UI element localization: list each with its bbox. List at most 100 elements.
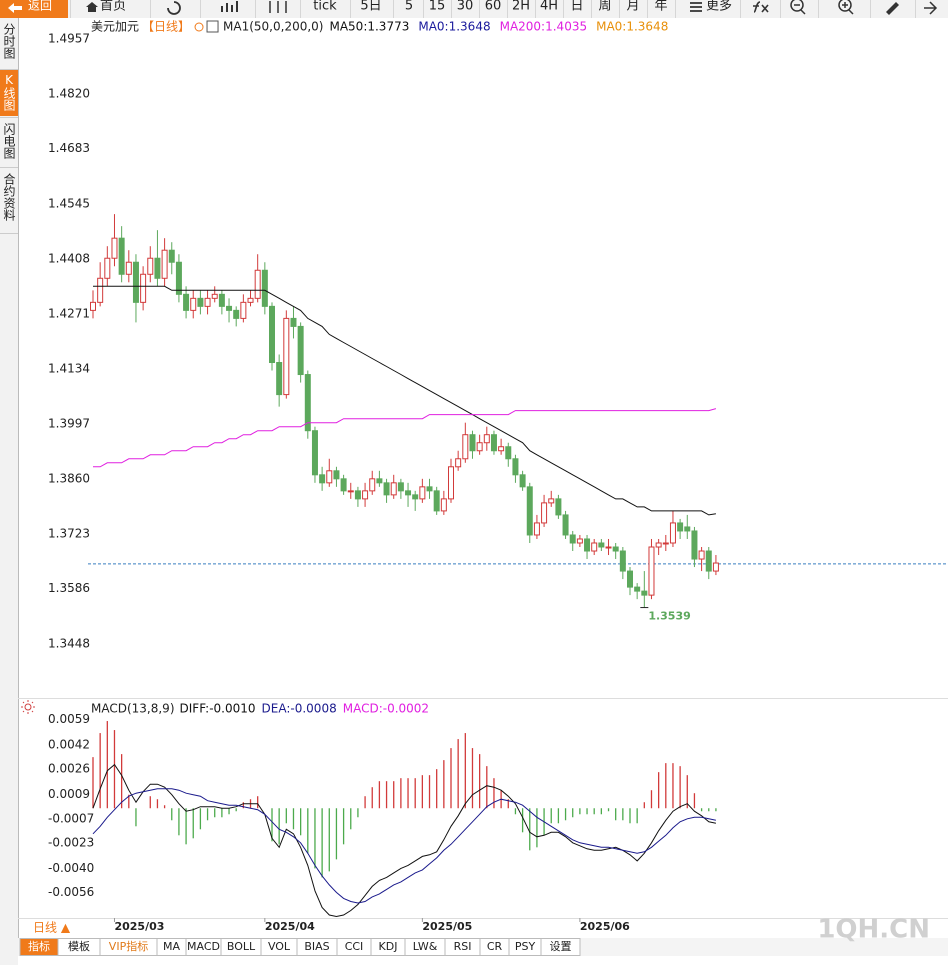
toolbar-item[interactable]: 60 bbox=[485, 0, 502, 14]
toolbar-item[interactable]: 日 bbox=[570, 0, 583, 14]
candle-body bbox=[97, 277, 104, 303]
candle-body bbox=[218, 293, 225, 307]
toolbar-item[interactable]: 更多 bbox=[706, 0, 732, 14]
zoom-out-icon[interactable] bbox=[790, 0, 804, 12]
pen-icon[interactable] bbox=[886, 2, 899, 15]
indicator-tab-label[interactable]: 模板 bbox=[68, 939, 90, 953]
candle-body bbox=[455, 458, 462, 468]
x-tick-label: 2025/05 bbox=[422, 920, 472, 933]
indicator-tab-label[interactable]: KDJ bbox=[379, 940, 398, 953]
toolbar-item[interactable]: 周 bbox=[598, 0, 611, 14]
back-label[interactable]: 返回 bbox=[28, 0, 52, 13]
indicator-tab-label[interactable]: CCI bbox=[345, 940, 364, 953]
side-tab[interactable]: 合约资料 bbox=[2, 172, 16, 221]
candle-body bbox=[684, 526, 691, 532]
candle-body bbox=[132, 261, 139, 303]
candle-body bbox=[326, 470, 333, 484]
candle-body bbox=[283, 317, 290, 396]
fx-icon[interactable] bbox=[753, 1, 769, 13]
indicator-tab-label[interactable]: LW& bbox=[413, 940, 438, 953]
toolbar-item[interactable]: 年 bbox=[654, 0, 667, 14]
legend-entry: MA200:1.4035 bbox=[500, 20, 588, 34]
back-button[interactable] bbox=[0, 0, 68, 18]
toolbar-item[interactable]: 5 bbox=[405, 0, 413, 14]
candle-body bbox=[311, 430, 318, 476]
candle-body bbox=[147, 257, 154, 275]
candle-body bbox=[634, 586, 641, 592]
candle-body bbox=[476, 442, 483, 452]
candle-body bbox=[419, 486, 426, 500]
y-tick-label: 1.4683 bbox=[48, 141, 90, 155]
y-tick-label: 0.0059 bbox=[48, 712, 90, 726]
candle-body bbox=[90, 301, 96, 311]
candle-body bbox=[627, 570, 633, 588]
indicator-tab-label[interactable]: MA bbox=[163, 940, 180, 953]
side-tab[interactable]: 闪电图 bbox=[2, 123, 16, 159]
ma-line bbox=[93, 408, 717, 468]
indicator-tab-label[interactable]: VOL bbox=[268, 940, 291, 953]
candle-body bbox=[362, 490, 369, 500]
settings-icon[interactable] bbox=[194, 22, 204, 32]
candle-body bbox=[576, 538, 583, 544]
toolbar-item[interactable]: 首页 bbox=[100, 0, 126, 14]
zoom-in-icon[interactable] bbox=[838, 0, 852, 12]
candle-body bbox=[340, 478, 347, 492]
refresh-icon[interactable] bbox=[167, 1, 181, 15]
candle-body bbox=[297, 325, 304, 376]
toolbar-item[interactable]: tick bbox=[313, 0, 337, 14]
x-tick-label: 2025/06 bbox=[580, 920, 630, 933]
candle-body bbox=[548, 498, 555, 504]
y-tick-label: 0.0009 bbox=[48, 787, 90, 801]
y-tick-label: 1.4408 bbox=[48, 252, 90, 266]
indicator-tab-label[interactable]: VIP指标 bbox=[109, 939, 148, 953]
y-tick-label: 0.0042 bbox=[48, 738, 90, 752]
toolbar-item[interactable]: 4H bbox=[540, 0, 558, 14]
macd-icon bbox=[21, 700, 35, 714]
candle-body bbox=[591, 542, 598, 552]
candle-body bbox=[677, 522, 684, 532]
indicator-tab-label[interactable]: RSI bbox=[454, 940, 472, 953]
macd-line bbox=[92, 788, 717, 904]
indicator-icon[interactable] bbox=[206, 20, 219, 33]
candle-body bbox=[498, 446, 505, 452]
toolbar-item[interactable]: 月 bbox=[626, 0, 639, 14]
toolbar-item[interactable]: 5日 bbox=[360, 0, 381, 14]
toolbar-item[interactable]: 2H bbox=[512, 0, 530, 14]
chart-icon[interactable] bbox=[221, 1, 238, 12]
indicator-tab-label[interactable]: MACD bbox=[187, 940, 220, 953]
candle-body bbox=[397, 482, 404, 492]
y-tick-label: -0.0023 bbox=[48, 835, 94, 849]
toolbar-item[interactable]: 30 bbox=[457, 0, 474, 14]
candle-body bbox=[605, 546, 612, 549]
indicator-tab-label[interactable]: 指标 bbox=[28, 939, 50, 953]
y-tick-label: 1.4820 bbox=[48, 86, 90, 100]
indicator-tab-label[interactable]: CR bbox=[487, 940, 503, 953]
candle-body bbox=[276, 362, 283, 396]
y-tick-label: 1.3997 bbox=[48, 416, 90, 430]
candle-body bbox=[290, 317, 297, 327]
arrow-icon[interactable] bbox=[924, 1, 938, 15]
candle-body bbox=[412, 494, 419, 500]
home-icon bbox=[86, 2, 98, 12]
indicator-tab-label[interactable]: PSY bbox=[515, 940, 536, 953]
period-selector[interactable]: 日线 ▲ bbox=[33, 921, 71, 935]
toolbar-item[interactable]: 15 bbox=[429, 0, 446, 14]
legend-entry: DIFF:-0.0010 bbox=[180, 702, 256, 716]
y-tick-label: 1.4134 bbox=[48, 361, 90, 375]
indicator-tab[interactable] bbox=[540, 938, 581, 956]
indicator-tab-label[interactable]: BOLL bbox=[227, 940, 256, 953]
y-tick-label: 1.4957 bbox=[48, 31, 90, 45]
candle-body bbox=[469, 434, 476, 452]
side-tab[interactable]: K线图 bbox=[2, 73, 16, 111]
candle-body bbox=[118, 237, 125, 275]
side-tab[interactable]: 分时图 bbox=[2, 23, 16, 59]
candle-body bbox=[190, 297, 197, 311]
indicator-tab-label[interactable]: BIAS bbox=[304, 940, 329, 953]
ma-line bbox=[93, 285, 716, 516]
candle-body bbox=[712, 562, 719, 572]
candle-body bbox=[612, 546, 619, 552]
candle-body bbox=[505, 446, 512, 460]
candle-icon[interactable] bbox=[269, 1, 287, 13]
indicator-tab-label[interactable]: 设置 bbox=[550, 940, 572, 953]
